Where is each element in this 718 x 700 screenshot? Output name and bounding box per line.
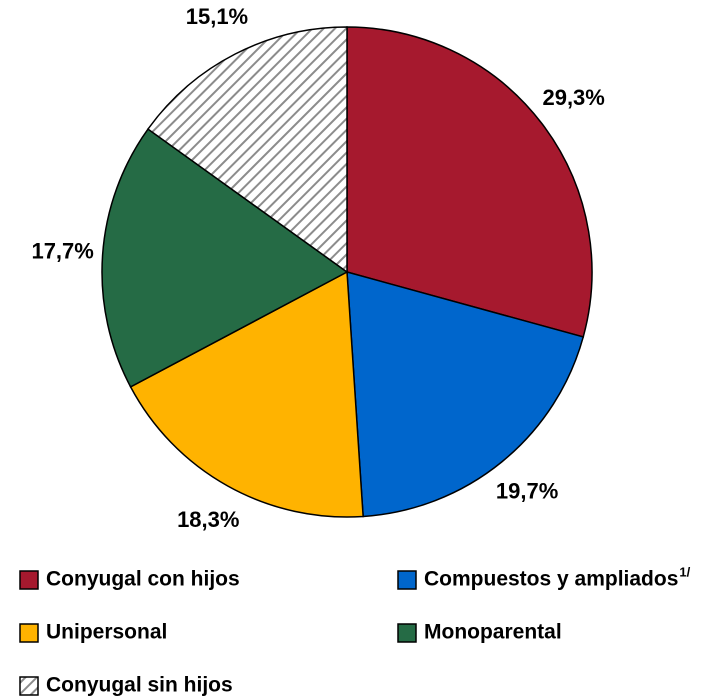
legend-swatch <box>397 623 417 643</box>
legend-label: Compuestos y ampliados <box>424 568 678 591</box>
legend-swatch <box>19 570 39 590</box>
legend-swatch <box>397 570 417 590</box>
legend-superscript: 1/ <box>679 564 690 579</box>
legend-swatch <box>19 676 39 696</box>
legend-label: Conyugal con hijos <box>46 568 240 591</box>
legend-label: Conyugal sin hijos <box>46 674 233 697</box>
pie-slice <box>146 26 348 274</box>
slice-label: 19,7% <box>496 479 558 504</box>
pie-slice <box>129 270 364 518</box>
pie-slice <box>346 270 585 518</box>
slice-label: 18,3% <box>177 507 239 532</box>
legend-label: Monoparental <box>424 621 562 644</box>
pie-slice <box>346 26 593 338</box>
slice-label: 17,7% <box>31 239 93 264</box>
legend-label: Unipersonal <box>46 621 167 644</box>
legend-swatch <box>19 623 39 643</box>
slice-label: 29,3% <box>542 85 604 110</box>
pie-slice <box>101 128 349 388</box>
slice-label: 15,1% <box>186 4 248 29</box>
